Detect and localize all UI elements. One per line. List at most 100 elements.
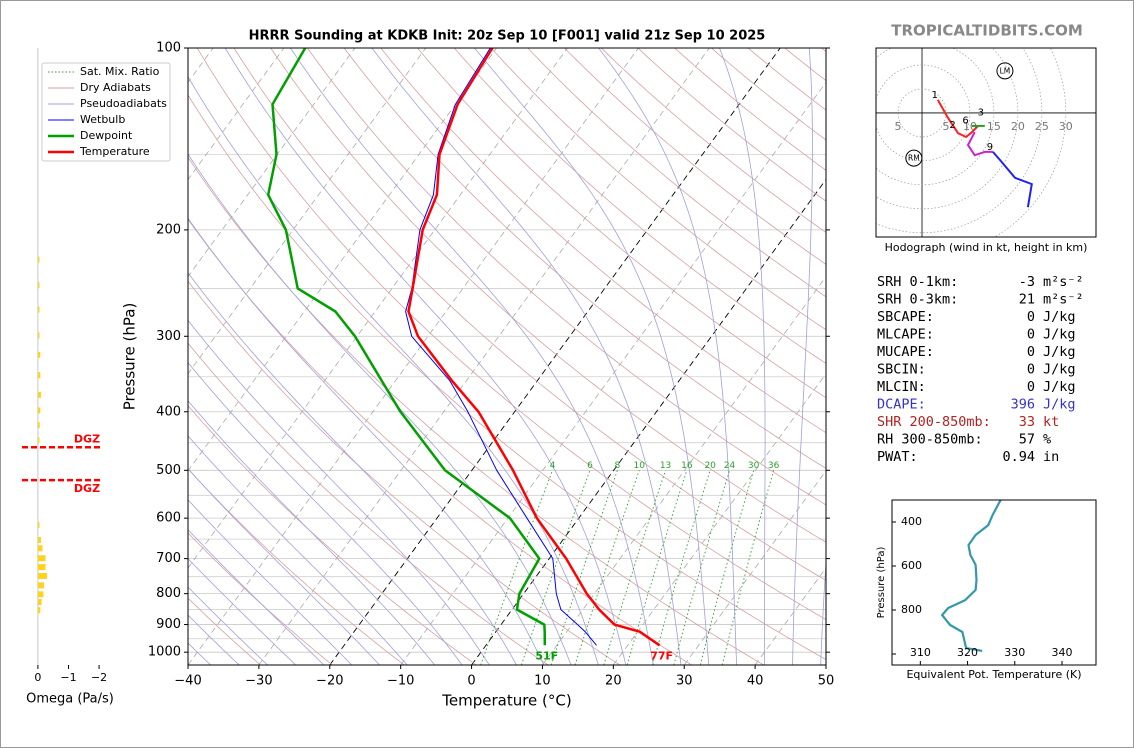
- pseudoadiabat: [188, 319, 490, 665]
- y-tick-label: 100: [156, 41, 181, 56]
- surface-label: 77F: [650, 649, 673, 662]
- stat-unit: J/kg: [1043, 344, 1076, 360]
- x-tick-label: 50: [818, 674, 835, 689]
- thetae-line: [941, 499, 1002, 652]
- mixing-ratio-line: [626, 470, 688, 665]
- dry-adiabat: [196, 48, 826, 621]
- mixing-ratio-label: 13: [660, 461, 671, 471]
- stat-label: SRH 0-3km:: [877, 292, 958, 308]
- stat-unit: J/kg: [1043, 309, 1076, 325]
- omega-bar: [37, 564, 46, 571]
- x-axis-label: Omega (Pa/s): [26, 692, 114, 707]
- dry-adiabat: [527, 48, 826, 298]
- omega-bar: [37, 282, 40, 289]
- isotherm: [188, 48, 427, 375]
- dgz-label: DGZ: [74, 482, 100, 495]
- pseudoadiabat: [188, 75, 599, 665]
- pseudoadiabat: [820, 556, 826, 665]
- x-tick-label: −20: [316, 674, 343, 689]
- hodograph-line: [966, 131, 993, 157]
- x-tick-label: 330: [1004, 646, 1025, 659]
- height-label: 3: [978, 108, 984, 119]
- pseudoadiabat: [371, 48, 682, 665]
- ring-label: 5: [895, 120, 902, 133]
- omega-bar: [37, 407, 41, 414]
- isotherm: [400, 81, 826, 665]
- x-tick-label: 0: [467, 674, 475, 689]
- x-axis-label: Temperature (°C): [441, 692, 571, 710]
- y-tick-label: 400: [901, 515, 922, 528]
- legend-label: Sat. Mix. Ratio: [80, 65, 160, 78]
- hodograph-frame: [875, 47, 1097, 238]
- plot-area: [188, 48, 826, 665]
- stat-label: MUCAPE:: [877, 344, 934, 360]
- stat-label: DCAPE:: [877, 397, 926, 413]
- ring: [876, 48, 1043, 234]
- y-tick-label: 200: [156, 222, 181, 237]
- mixing-ratio-label: 30: [748, 461, 760, 471]
- y-tick-label: 800: [901, 603, 922, 616]
- stat-label: SRH 0-1km:: [877, 274, 958, 290]
- mixing-ratio-label: 24: [724, 461, 736, 471]
- x-tick-label: −1: [60, 671, 76, 684]
- stat-unit: kt: [1043, 414, 1059, 430]
- storm-motion-label: RM: [908, 154, 920, 163]
- y-tick-label: 400: [156, 404, 181, 419]
- omega-bar: [37, 306, 40, 313]
- dry-adiabat: [343, 48, 826, 469]
- y-tick-label: 900: [156, 617, 181, 632]
- plot-frame: [187, 47, 827, 666]
- stat-value: 33: [1019, 414, 1035, 430]
- stat-value: 0: [1027, 379, 1035, 395]
- ring: [993, 48, 1067, 237]
- y-tick-label: 700: [156, 551, 181, 566]
- pseudoadiabat: [792, 48, 813, 665]
- ring: [876, 48, 995, 186]
- pseudoadiabat: [188, 558, 296, 665]
- stat-unit: J/kg: [1043, 327, 1076, 343]
- omega-bar: [37, 332, 40, 339]
- storm-motion-marker: [905, 149, 923, 167]
- stat-unit: J/kg: [1043, 379, 1076, 395]
- dry-adiabat: [270, 48, 826, 543]
- x-tick-label: 30: [676, 674, 693, 689]
- x-tick-label: −40: [174, 674, 201, 689]
- isotherm: [188, 48, 568, 569]
- isotherm: [188, 48, 497, 472]
- ring-label: 5: [942, 120, 949, 133]
- pseudoadiabat: [188, 614, 240, 665]
- mixing-ratio-line: [574, 470, 640, 665]
- dry-adiabat: [564, 48, 826, 265]
- dry-adiabat: [188, 468, 405, 665]
- omega-bar: [37, 607, 41, 614]
- pseudoadiabat: [188, 400, 436, 665]
- stat-unit: m²s⁻²: [1043, 274, 1084, 290]
- stat-value: 0.94: [1002, 449, 1035, 465]
- profile-line: [266, 48, 547, 646]
- stat-label: RH 300-850mb:: [877, 432, 983, 448]
- stat-unit: J/kg: [1043, 362, 1076, 378]
- y-tick-label: 300: [156, 329, 181, 344]
- omega-bar: [37, 582, 45, 589]
- mixing-ratio-label: 10: [634, 461, 646, 471]
- omega-bar: [37, 256, 40, 263]
- dry-adiabat: [454, 48, 826, 364]
- y-axis-label: Pressure (hPa): [876, 547, 887, 619]
- stat-value: 0: [1027, 327, 1035, 343]
- omega-bar: [37, 599, 42, 606]
- stat-value: 396: [1011, 397, 1035, 413]
- isotherm-highlight: [329, 48, 781, 665]
- pseudoadiabat: [719, 48, 766, 665]
- mixing-ratio-label: 20: [704, 461, 716, 471]
- hodograph-line: [992, 151, 1033, 208]
- pseudoadiabat: [188, 586, 268, 665]
- pseudoadiabat: [474, 48, 710, 665]
- mixing-ratio-line: [652, 470, 711, 665]
- mixing-ratio-line: [520, 470, 591, 665]
- pseudoadiabat: [188, 153, 572, 665]
- stat-unit: J/kg: [1043, 397, 1076, 413]
- stat-value: 21: [1019, 292, 1035, 308]
- omega-bar: [37, 573, 48, 580]
- x-tick-label: 0: [34, 671, 41, 684]
